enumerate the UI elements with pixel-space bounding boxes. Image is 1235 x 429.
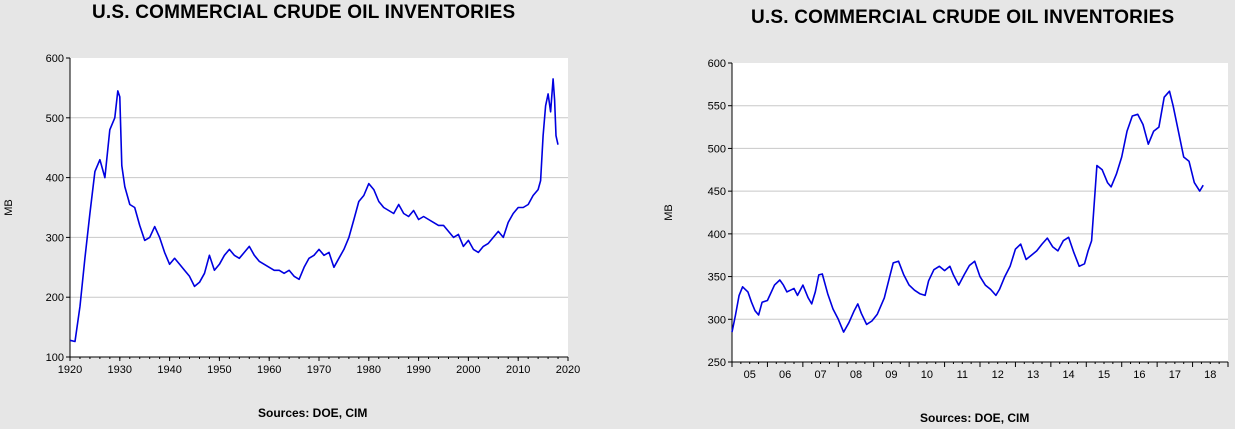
y-tick-label: 200 — [46, 292, 64, 304]
x-tick-label: 06 — [779, 369, 791, 381]
x-tick-label: 1990 — [406, 364, 430, 376]
series-line — [731, 90, 1204, 333]
x-tick-label: 11 — [957, 369, 968, 381]
y-tick-label: 300 — [708, 314, 726, 326]
x-tick-label: 1980 — [357, 364, 381, 376]
x-tick-label: 15 — [1098, 369, 1110, 381]
right-chart-panel: U.S. COMMERCIAL CRUDE OIL INVENTORIES 25… — [620, 0, 1235, 429]
x-tick-label: 1970 — [307, 364, 331, 376]
left-chart-panel: U.S. COMMERCIAL CRUDE OIL INVENTORIES 10… — [0, 0, 600, 429]
x-tick-label: 09 — [885, 369, 897, 381]
x-tick-label: 2010 — [506, 364, 530, 376]
y-tick-label: 500 — [708, 143, 726, 155]
x-tick-label: 16 — [1133, 369, 1145, 381]
x-tick-label: 08 — [850, 369, 862, 381]
y-tick-label: 550 — [708, 101, 726, 113]
y-tick-label: 600 — [708, 58, 726, 70]
x-tick-label: 05 — [744, 369, 756, 381]
x-tick-label: 1960 — [257, 364, 281, 376]
plot-area — [70, 58, 568, 357]
x-tick-label: 17 — [1169, 369, 1181, 381]
x-tick-label: 07 — [814, 369, 826, 381]
left-chart-source: Sources: DOE, CIM — [258, 406, 368, 420]
right-line-chart: 250 300 350 400 450 500 550 600 05 06 07 08 09 10 11 12… — [663, 58, 1229, 381]
x-tick-label: 1950 — [207, 364, 231, 376]
y-tick-label: 500 — [46, 113, 64, 125]
x-tick-label: 10 — [921, 369, 933, 381]
y-tick-label: 100 — [46, 352, 64, 364]
y-tick-label: 350 — [708, 272, 726, 284]
left-line-chart: 100 200 300 400 500 600 1920 1930 1940 1950 1960 19… — [3, 53, 580, 376]
y-tick-label: 400 — [708, 229, 726, 241]
x-tick-label: 18 — [1204, 369, 1216, 381]
y-tick-label: 400 — [46, 173, 64, 185]
y-axis-label: MB — [3, 199, 15, 216]
x-tick-label: 2000 — [456, 364, 480, 376]
y-tick-label: 450 — [708, 186, 726, 198]
x-tick-label: 12 — [992, 369, 1004, 381]
x-tick-label: 13 — [1027, 369, 1039, 381]
x-tick-label: 1940 — [157, 364, 181, 376]
y-tick-label: 600 — [46, 53, 64, 65]
left-chart-title: U.S. COMMERCIAL CRUDE OIL INVENTORIES — [92, 2, 516, 23]
x-tick-label: 1930 — [108, 364, 132, 376]
plot-area — [732, 63, 1228, 362]
series-line — [69, 78, 559, 343]
x-tick-label: 14 — [1062, 369, 1074, 381]
y-tick-label: 250 — [708, 357, 726, 369]
x-tick-label: 2020 — [556, 364, 580, 376]
x-tick-label: 1920 — [58, 364, 82, 376]
y-tick-label: 300 — [46, 232, 64, 244]
right-chart-title: U.S. COMMERCIAL CRUDE OIL INVENTORIES — [751, 7, 1175, 28]
right-chart-source: Sources: DOE, CIM — [920, 411, 1030, 425]
y-axis-label: MB — [663, 204, 675, 221]
